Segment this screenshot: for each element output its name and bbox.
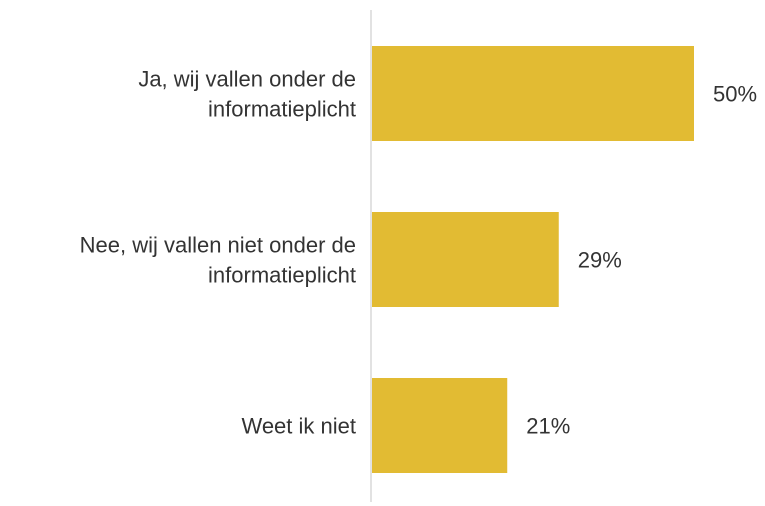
bar-1 — [372, 46, 694, 141]
bar-3 — [372, 378, 508, 473]
bars-group — [372, 46, 694, 473]
category-label-3-line-1: Weet ik niet — [241, 414, 356, 439]
value-label-3: 21% — [526, 414, 570, 439]
value-label-1: 50% — [713, 82, 757, 107]
value-label-2: 29% — [578, 248, 622, 273]
category-label-2-line-2: informatieplicht — [208, 263, 356, 288]
category-label-2-line-1: Nee, wij vallen niet onder de — [80, 233, 356, 258]
bar-2 — [372, 212, 559, 307]
category-label-1-line-2: informatieplicht — [208, 97, 356, 122]
labels-group: 50% Ja, wij vallen onder de informatieplic… — [80, 67, 757, 439]
category-label-1-line-1: Ja, wij vallen onder de — [138, 67, 356, 92]
